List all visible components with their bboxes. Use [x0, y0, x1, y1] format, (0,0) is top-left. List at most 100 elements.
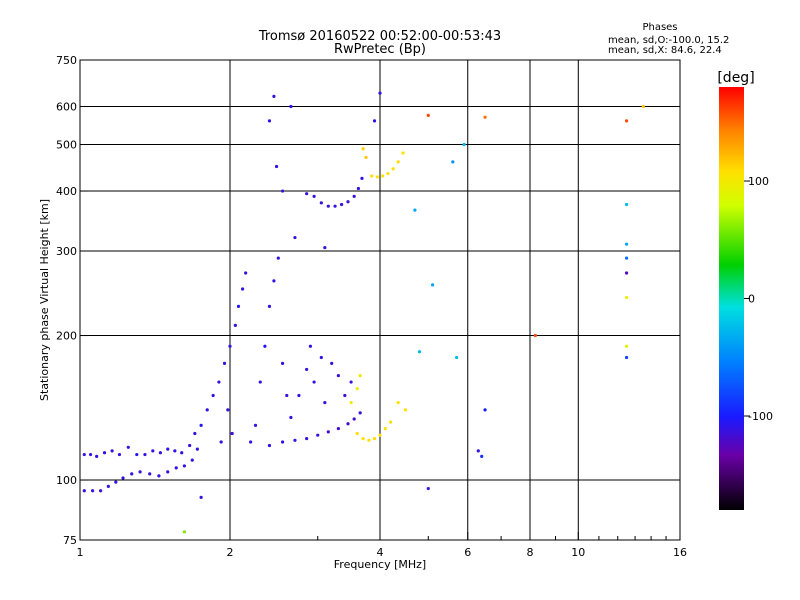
- y-tick-label: 75: [63, 534, 77, 547]
- data-point: [417, 350, 422, 354]
- data-point: [211, 393, 215, 398]
- data-point: [483, 115, 487, 119]
- x-tick-label: 8: [527, 546, 534, 559]
- data-point: [396, 400, 400, 405]
- colorbar: [719, 87, 744, 510]
- x-tick-label: 2: [227, 546, 234, 559]
- x-axis-label: Frequency [MHz]: [334, 558, 426, 571]
- data-point: [624, 295, 629, 300]
- data-point: [312, 380, 316, 384]
- data-point: [228, 344, 232, 348]
- data-point: [297, 393, 301, 398]
- data-point: [476, 449, 480, 453]
- data-point: [280, 440, 285, 444]
- chart-subtitle: RwPretec (Bp): [334, 42, 426, 57]
- data-point: [403, 408, 408, 412]
- data-point: [624, 271, 629, 275]
- y-tick-label: 300: [56, 245, 77, 258]
- data-point: [326, 204, 330, 208]
- data-point: [372, 119, 377, 123]
- data-point: [272, 279, 276, 283]
- colorbar-tick-label: 100: [748, 175, 769, 188]
- y-tick-label: 750: [56, 54, 77, 67]
- legend-line-x: mean, sd,X: 84.6, 22.4: [608, 45, 722, 56]
- data-point: [267, 119, 272, 123]
- data-point: [319, 201, 323, 205]
- data-point: [326, 430, 330, 434]
- data-point: [383, 426, 387, 431]
- data-point: [182, 464, 186, 468]
- data-point: [267, 443, 272, 448]
- data-point: [102, 451, 107, 455]
- data-point: [316, 433, 320, 437]
- data-point: [280, 189, 285, 193]
- y-tick-label: 600: [56, 101, 77, 114]
- data-point: [641, 104, 645, 109]
- data-point: [99, 489, 103, 493]
- data-point: [455, 355, 459, 360]
- data-point: [121, 476, 125, 480]
- data-point: [138, 470, 142, 474]
- data-point: [426, 486, 430, 491]
- data-point: [182, 530, 186, 534]
- data-point: [293, 235, 297, 240]
- chart-title: Tromsø 20160522 00:52:00-00:53:43: [258, 29, 501, 44]
- y-axis-ticks: 75 100 200 300 400 500 600 750: [56, 54, 88, 547]
- data-point: [126, 445, 130, 449]
- data-point: [82, 489, 86, 493]
- data-point: [319, 355, 323, 360]
- data-point: [378, 91, 382, 95]
- data-point: [110, 449, 114, 453]
- data-point: [323, 400, 327, 405]
- data-point: [413, 208, 417, 212]
- data-point: [624, 202, 629, 207]
- data-point: [391, 167, 395, 171]
- grid-lines: [80, 60, 680, 540]
- data-point: [333, 204, 337, 208]
- data-point: [117, 452, 122, 457]
- data-point: [217, 380, 221, 384]
- data-point: [430, 283, 435, 287]
- data-point: [293, 438, 297, 442]
- data-point: [462, 142, 466, 147]
- x-tick-label: 6: [464, 546, 471, 559]
- data-point: [219, 440, 223, 444]
- data-point: [388, 420, 393, 424]
- data-point: [352, 194, 356, 198]
- data-point: [305, 367, 309, 372]
- data-point: [130, 472, 134, 476]
- data-point: [323, 245, 327, 250]
- data-point: [367, 438, 371, 442]
- data-point: [193, 431, 197, 436]
- data-point: [289, 415, 293, 420]
- data-point: [280, 361, 285, 365]
- data-point: [241, 287, 245, 291]
- data-point: [401, 151, 405, 155]
- data-point: [340, 202, 344, 207]
- data-point: [95, 454, 99, 459]
- data-point: [378, 433, 382, 437]
- data-point: [356, 186, 360, 191]
- data-point: [106, 484, 110, 488]
- data-point: [312, 194, 316, 198]
- data-point: [364, 155, 368, 160]
- data-point: [236, 304, 241, 309]
- data-point: [483, 408, 487, 412]
- data-point: [624, 256, 629, 260]
- data-point: [199, 423, 203, 427]
- data-point: [157, 474, 161, 478]
- data-point: [358, 374, 362, 378]
- data-point: [226, 408, 230, 412]
- data-point: [82, 452, 86, 457]
- data-point: [372, 436, 377, 441]
- data-point: [244, 271, 248, 275]
- data-point: [135, 452, 139, 457]
- data-point: [188, 443, 192, 448]
- data-point: [88, 452, 93, 457]
- legend-title: Phases: [642, 22, 677, 33]
- data-point: [305, 436, 309, 441]
- data-point: [336, 374, 340, 378]
- data-point: [233, 323, 237, 327]
- data-point: [346, 422, 350, 426]
- data-point: [272, 94, 276, 98]
